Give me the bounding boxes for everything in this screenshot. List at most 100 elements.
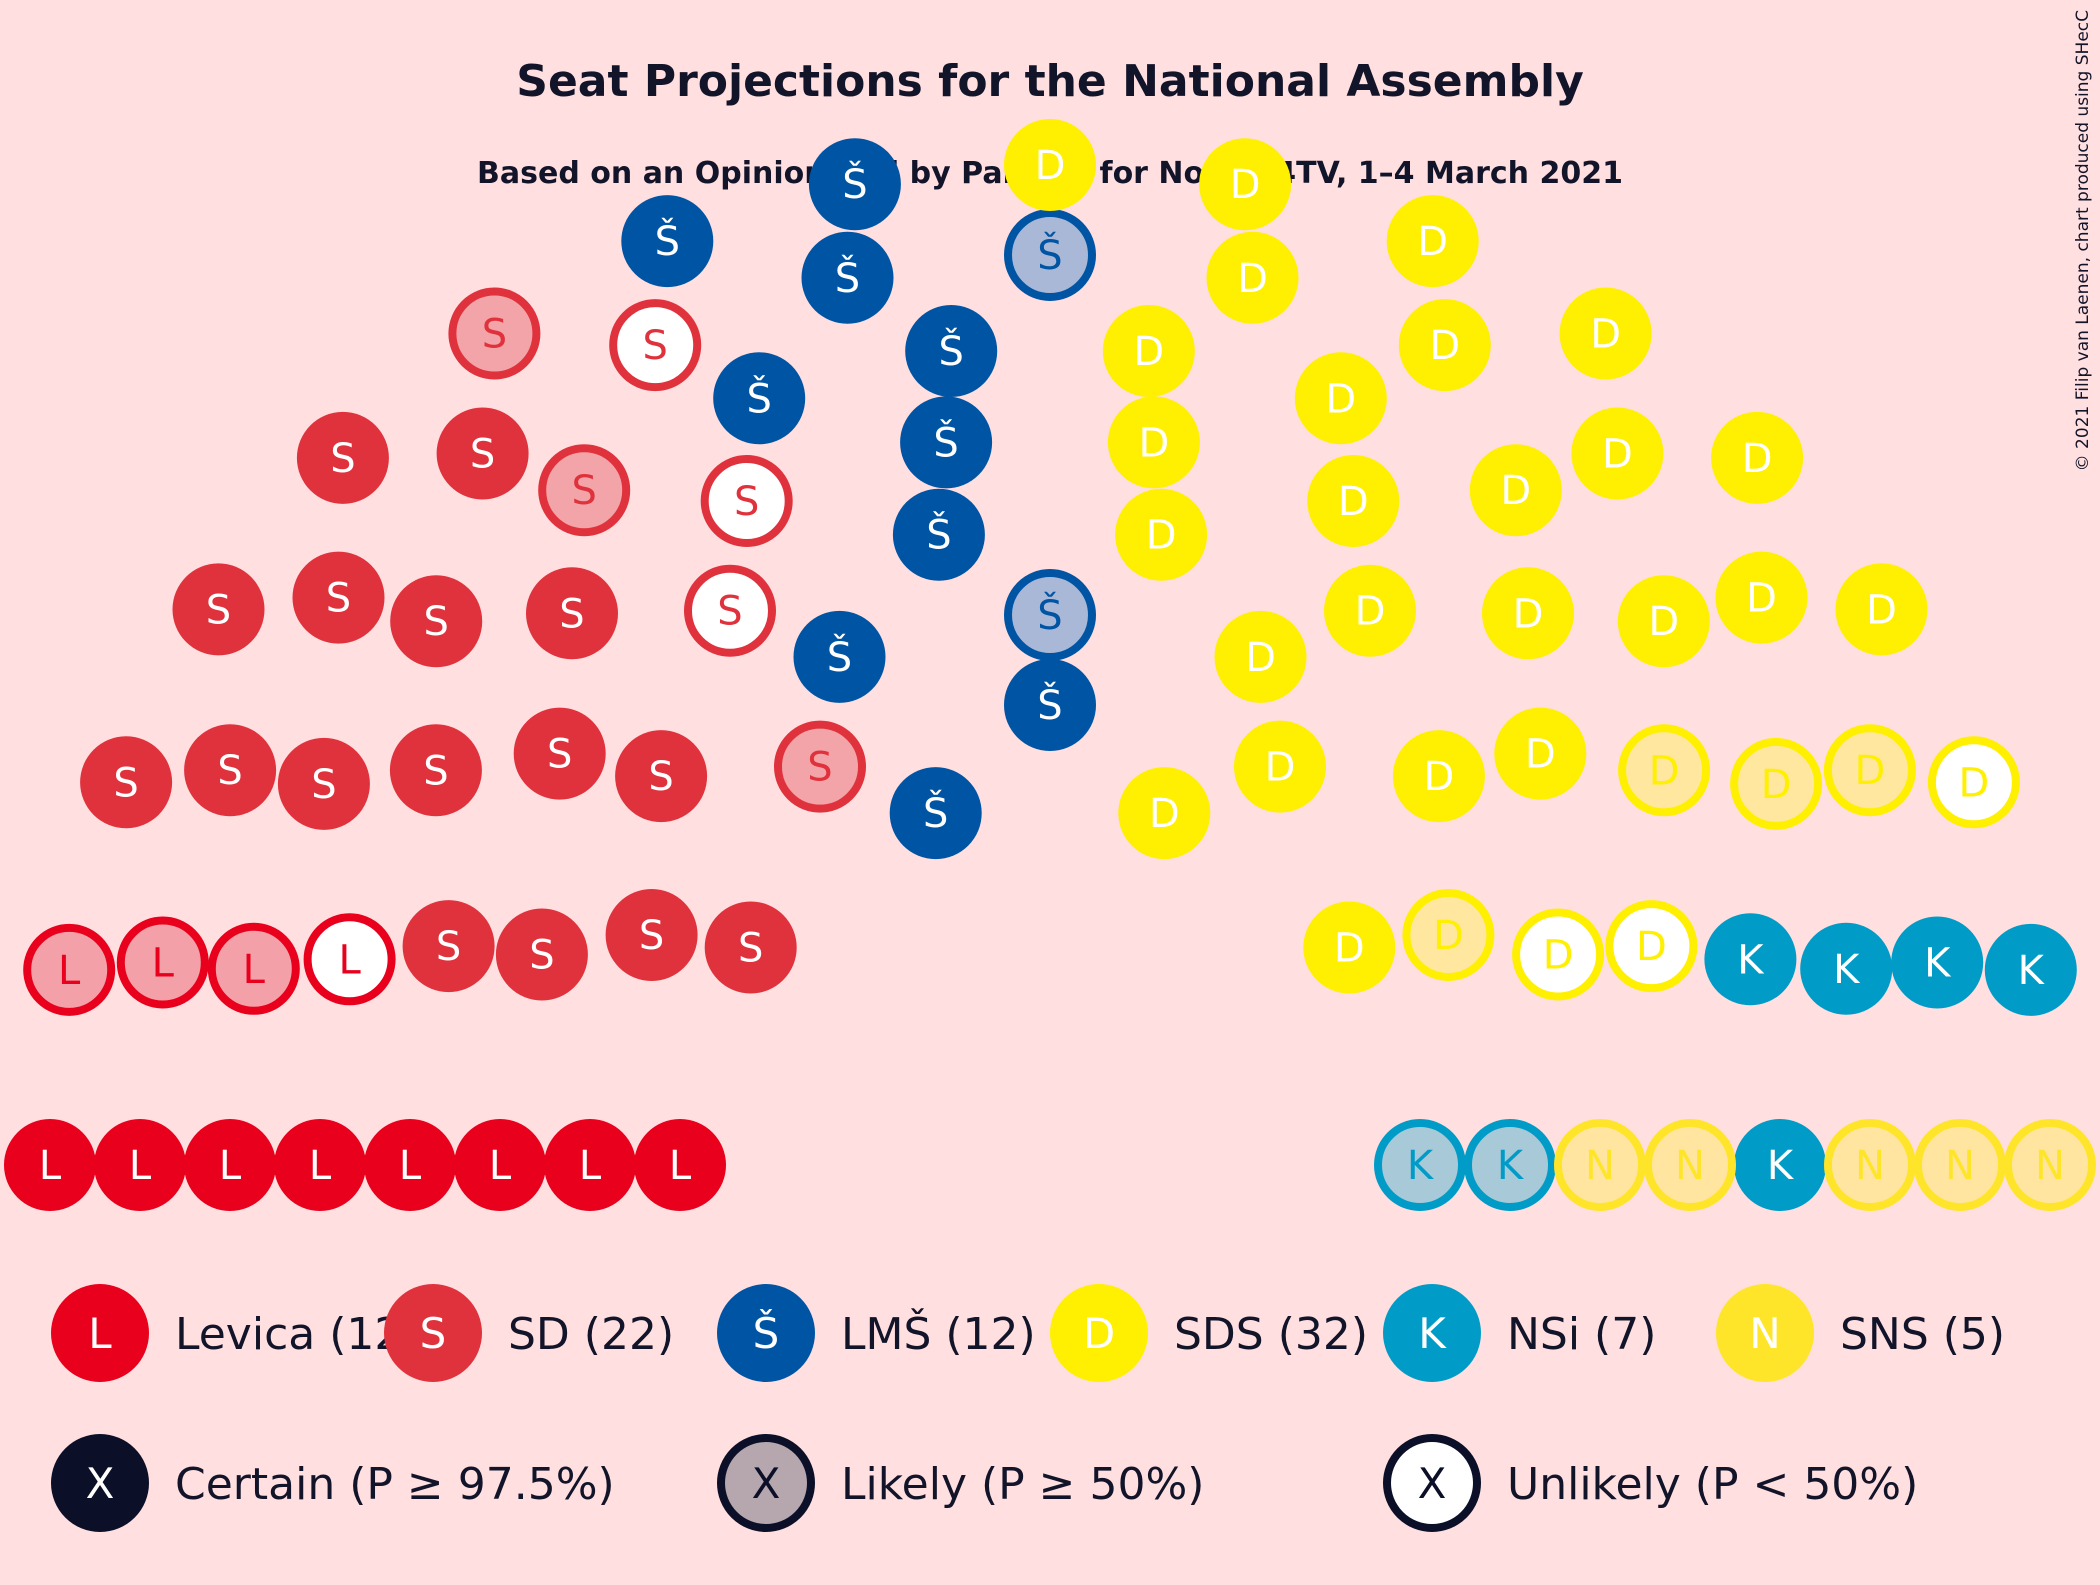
seat-circle — [1571, 407, 1664, 500]
seat-letter: L — [243, 947, 266, 993]
seat-sds-unlikely: D — [1605, 900, 1698, 993]
seat-circle — [1118, 767, 1211, 860]
certainty-swatch — [1383, 1434, 1481, 1532]
seat-lms-likely: Š — [1004, 569, 1096, 661]
seat-letter: D — [1133, 329, 1164, 375]
seat-letter: D — [1513, 591, 1544, 637]
seat-letter: D — [1590, 312, 1621, 358]
seat-sns-likely: N — [2004, 1119, 2096, 1211]
seat-circle — [538, 444, 631, 537]
legend-item-levica: L Levica (12) — [51, 1284, 420, 1382]
seat-circle — [2004, 1119, 2096, 1211]
seat-sd-likely: S — [774, 720, 866, 813]
seat-sds-certain: D — [1571, 407, 1664, 500]
seat-circle — [389, 724, 482, 817]
seat-lms-certain: Š — [889, 767, 982, 860]
seat-circle — [1307, 455, 1400, 547]
seat-letter: L — [219, 1143, 242, 1189]
seat-letter: S — [482, 312, 507, 358]
seat-circle — [1464, 1119, 1556, 1211]
seat-circle — [454, 1119, 546, 1211]
seat-sds-certain: D — [1386, 195, 1479, 288]
seat-sd-certain: S — [389, 724, 482, 817]
seat-letter: S — [639, 913, 664, 959]
seat-letter: D — [1237, 256, 1268, 302]
seat-letter: D — [1149, 791, 1180, 837]
certainty-label: Unlikely (P < 50%) — [1507, 1459, 1918, 1510]
seat-circle — [793, 610, 886, 703]
seat-levica-unlikely: L — [303, 913, 396, 1006]
seat-letter: L — [58, 948, 81, 994]
seat-sd-certain: S — [605, 889, 698, 981]
seat-circle — [544, 1119, 636, 1211]
seat-letter: D — [1423, 754, 1454, 800]
seat-nsi-likely: K — [1374, 1119, 1466, 1211]
seat-sd-certain: S — [704, 901, 797, 994]
seat-circle — [900, 396, 993, 489]
certainty-swatch — [717, 1434, 815, 1532]
seat-circle — [605, 889, 698, 981]
seat-circle — [4, 1119, 96, 1211]
seat-circle — [184, 724, 277, 817]
seat-sds-certain: D — [1392, 730, 1485, 823]
seat-circle — [808, 138, 901, 231]
legend-letter: Š — [753, 1308, 780, 1358]
seat-letter: D — [1035, 143, 1066, 189]
seat-circle — [1234, 720, 1326, 813]
seat-sds-certain: D — [1206, 231, 1299, 324]
seat-sd-certain: S — [184, 724, 277, 817]
seat-lms-certain: Š — [713, 352, 806, 445]
seat-levica-certain: L — [4, 1119, 96, 1211]
seat-sds-certain: D — [1469, 444, 1562, 537]
seat-circle — [292, 551, 385, 644]
seat-letter: L — [129, 1143, 152, 1189]
seat-letter: S — [529, 933, 554, 979]
seat-letter: S — [113, 760, 138, 806]
certainty-item-unlikely: X Unlikely (P < 50%) — [1383, 1434, 1918, 1532]
seat-sd-certain: S — [292, 551, 385, 644]
seat-lms-certain: Š — [905, 305, 998, 397]
seat-circle — [1644, 1119, 1736, 1211]
seat-sd-certain: S — [495, 908, 588, 1001]
legend-letter: L — [88, 1309, 112, 1358]
legend-item-sds: D SDS (32) — [1050, 1284, 1368, 1382]
seat-circle — [1199, 138, 1292, 231]
seat-sds-unlikely: D — [1512, 908, 1605, 1001]
seat-sds-certain: D — [1398, 299, 1491, 392]
seat-circle — [1711, 411, 1804, 504]
seat-levica-certain: L — [184, 1119, 276, 1211]
seat-sd-certain: S — [526, 567, 618, 660]
seat-levica-certain: L — [364, 1119, 456, 1211]
legend-item-lms: Š LMŠ (12) — [717, 1284, 1036, 1382]
seat-circle — [1482, 567, 1574, 660]
seat-letter: N — [1675, 1143, 1705, 1189]
seat-letter: S — [547, 732, 572, 778]
seat-circle — [1734, 1119, 1826, 1211]
legend-letter: D — [1083, 1309, 1115, 1358]
seat-circle — [1835, 563, 1928, 656]
chart-title: Seat Projections for the National Assemb… — [516, 56, 1584, 107]
seat-sd-certain: S — [390, 575, 483, 668]
seat-letter: Š — [827, 633, 852, 681]
seat-letter: K — [1497, 1143, 1525, 1189]
seat-letter: S — [717, 589, 742, 635]
seat-circle — [513, 707, 606, 800]
seat-circle — [116, 916, 209, 1009]
seat-circle — [1004, 209, 1096, 301]
seat-sns-likely: N — [1824, 1119, 1916, 1211]
legend-swatch — [1716, 1284, 1814, 1382]
certainty-label: Certain (P ≥ 97.5%) — [175, 1459, 615, 1510]
seat-letter: D — [1958, 760, 1989, 806]
seat-circle — [634, 1119, 726, 1211]
seat-nsi-certain: K — [1800, 922, 1893, 1015]
legend-swatch — [1383, 1284, 1481, 1382]
seat-nsi-likely: K — [1464, 1119, 1556, 1211]
seat-sns-likely: N — [1554, 1119, 1646, 1211]
seat-circle — [1392, 730, 1485, 823]
seat-letter: Š — [939, 327, 964, 375]
seat-letter: L — [669, 1143, 692, 1189]
seat-sds-certain: D — [1107, 396, 1200, 489]
seat-circle — [1386, 195, 1479, 288]
